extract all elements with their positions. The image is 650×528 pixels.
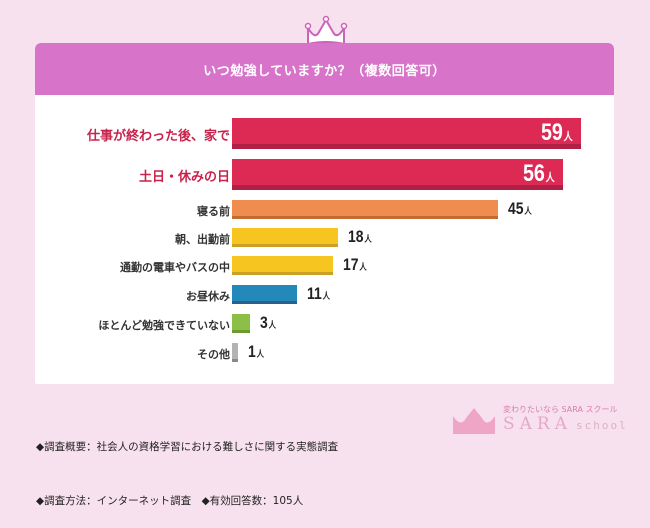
bar-label: 寝る前 [197, 204, 230, 218]
value-number: 45 [508, 198, 524, 218]
value-unit: 人 [524, 205, 532, 216]
bar-label: 朝、出勤前 [175, 232, 230, 246]
logo-tagline: 変わりたいなら SARA スクール [503, 405, 618, 414]
survey-summary: ◆調査概要：社会人の資格学習における難しさに関する実態調査 [36, 441, 339, 453]
value-unit: 人 [364, 233, 372, 244]
value-number: 3 [260, 312, 268, 332]
bar-value: 1人 [248, 342, 264, 362]
bar-value: 3人 [260, 313, 276, 333]
bar-label: ほとんど勉強できていない [98, 318, 230, 332]
bar-row: ほとんど勉強できていない 3人 [35, 313, 614, 333]
bar-value: 17人 [343, 255, 367, 275]
value-unit: 人 [322, 290, 330, 301]
bar-row: 仕事が終わった後、家で 59人 [35, 118, 614, 149]
bar-label: お昼休み [186, 289, 230, 303]
bar-row: その他 1人 [35, 342, 614, 362]
value-number: 17 [343, 254, 359, 274]
value-number: 59 [541, 119, 564, 146]
bar-value: 56人 [523, 160, 555, 188]
value-number: 11 [307, 283, 322, 303]
bar-value: 18人 [348, 227, 372, 247]
bar-label: 仕事が終わった後、家で [86, 128, 230, 144]
survey-method: ◆調査方法：インターネット調査 ◆有効回答数：105人 [36, 495, 304, 507]
bar [232, 159, 563, 190]
value-unit: 人 [359, 261, 367, 272]
bar [232, 118, 581, 149]
chart-title: いつ勉強していますか？（複数回答可） [35, 43, 614, 95]
bar-row: 土日・休みの日 56人 [35, 159, 614, 190]
bar-row: お昼休み 11人 [35, 284, 614, 304]
sara-school-logo: 変わりたいなら SARA スクール SARA school [451, 400, 631, 440]
logo-name: SARA school [503, 414, 628, 434]
bar-row: 寝る前 45人 [35, 199, 614, 219]
logo-crown-icon [453, 408, 495, 434]
value-number: 56 [523, 160, 546, 187]
bar-value: 59人 [541, 119, 573, 147]
bar-row: 朝、出勤前 18人 [35, 227, 614, 247]
bar-label: 土日・休みの日 [138, 169, 230, 185]
value-number: 1 [248, 341, 256, 361]
bar-label: 通勤の電車やバスの中 [120, 260, 230, 274]
value-unit: 人 [563, 131, 573, 143]
value-unit: 人 [545, 172, 555, 184]
bar [232, 200, 498, 219]
bar-label: その他 [197, 347, 230, 361]
bar-chart: 仕事が終わった後、家で 59人 土日・休みの日 56人 寝る前 45人 朝、出勤前 18人 通勤… [35, 95, 614, 384]
bar [232, 343, 238, 362]
survey-notes: ◆調査概要：社会人の資格学習における難しさに関する実態調査 ◆調査方法：インター… [36, 402, 338, 528]
bar-value: 45人 [508, 199, 532, 219]
bar [232, 314, 250, 333]
bar [232, 285, 297, 304]
value-number: 18 [348, 226, 364, 246]
bar [232, 228, 338, 247]
bar [232, 256, 333, 275]
bar-value: 11人 [307, 284, 330, 304]
bar-row: 通勤の電車やバスの中 17人 [35, 255, 614, 275]
value-unit: 人 [256, 348, 264, 359]
value-unit: 人 [268, 319, 276, 330]
crown-icon [304, 15, 348, 45]
chart-card: いつ勉強していますか？（複数回答可） 仕事が終わった後、家で 59人 土日・休みの日… [35, 43, 614, 384]
